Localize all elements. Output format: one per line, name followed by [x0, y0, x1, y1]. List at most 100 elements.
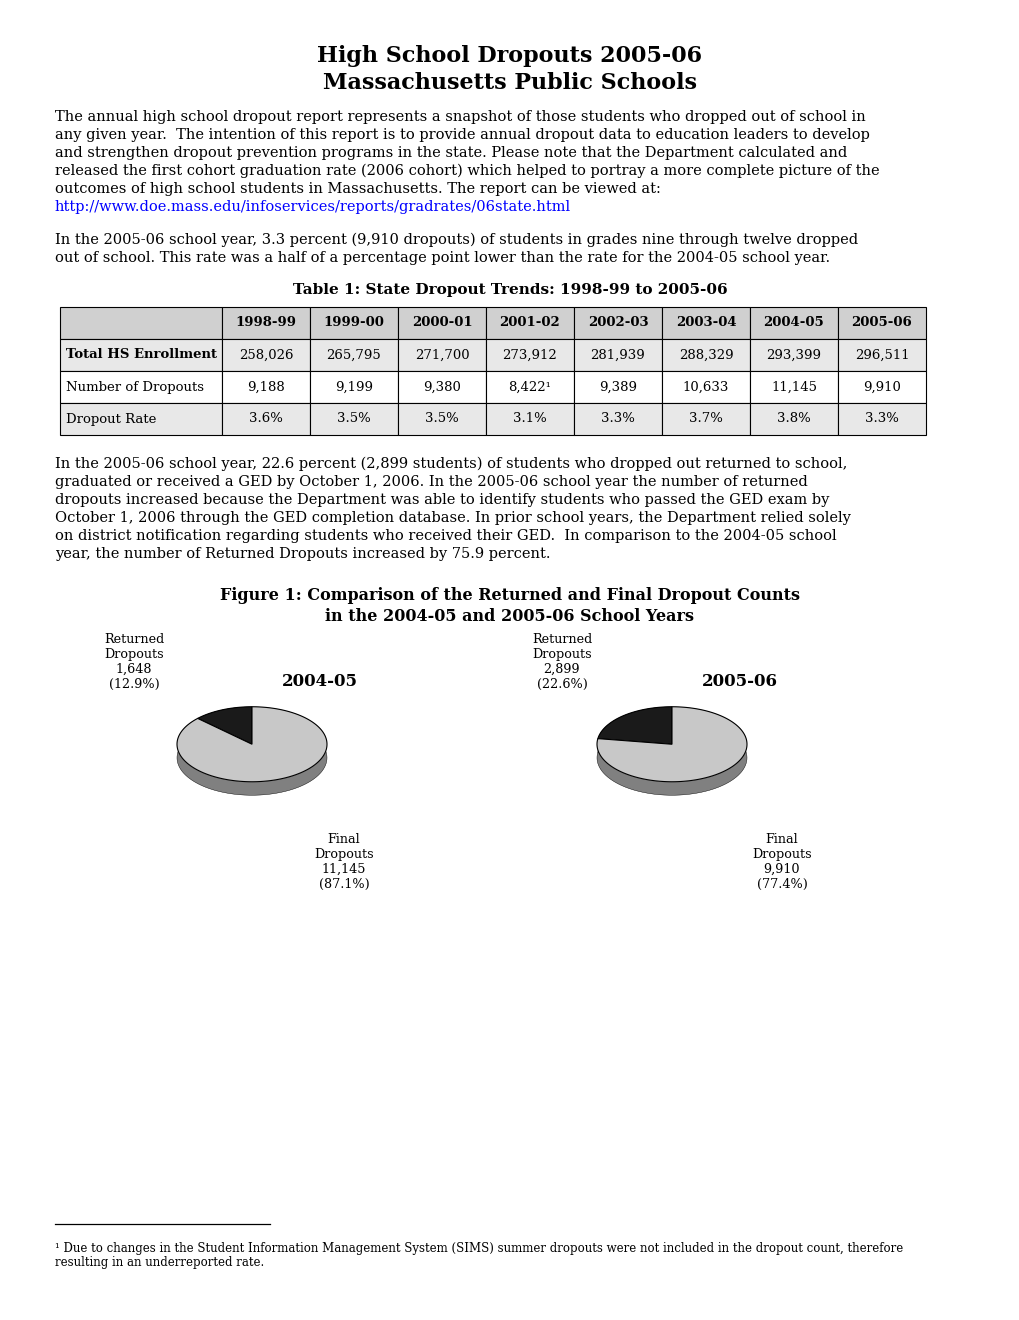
- Polygon shape: [177, 706, 327, 795]
- Bar: [485, 308, 574, 339]
- Bar: [661, 308, 749, 339]
- Polygon shape: [597, 706, 672, 752]
- Text: In the 2005-06 school year, 22.6 percent (2,899 students) of students who droppe: In the 2005-06 school year, 22.6 percent…: [55, 457, 847, 471]
- Text: 3.3%: 3.3%: [600, 412, 634, 425]
- Text: 2004-05: 2004-05: [763, 317, 823, 330]
- Bar: [661, 339, 749, 371]
- Bar: [749, 308, 838, 339]
- Text: High School Dropouts 2005-06: High School Dropouts 2005-06: [317, 45, 702, 67]
- Text: 2005-06: 2005-06: [851, 317, 911, 330]
- Text: 3.6%: 3.6%: [249, 412, 282, 425]
- Text: Table 1: State Dropout Trends: 1998-99 to 2005-06: Table 1: State Dropout Trends: 1998-99 t…: [292, 282, 727, 297]
- Text: ¹ Due to changes in the Student Information Management System (SIMS) summer drop: ¹ Due to changes in the Student Informat…: [55, 1242, 903, 1255]
- Bar: [397, 371, 485, 403]
- Text: 271,700: 271,700: [415, 348, 469, 362]
- Bar: [60, 308, 222, 339]
- Text: 2003-04: 2003-04: [675, 317, 736, 330]
- Bar: [397, 308, 485, 339]
- Text: Massachusetts Public Schools: Massachusetts Public Schools: [323, 73, 696, 94]
- Text: Final
Dropouts
9,910
(77.4%): Final Dropouts 9,910 (77.4%): [751, 833, 811, 891]
- Text: Total HS Enrollment: Total HS Enrollment: [66, 348, 217, 362]
- Text: 9,910: 9,910: [862, 380, 900, 393]
- Bar: [485, 403, 574, 436]
- Text: 265,795: 265,795: [326, 348, 381, 362]
- Text: 3.3%: 3.3%: [864, 412, 898, 425]
- Text: 288,329: 288,329: [678, 348, 733, 362]
- Bar: [60, 339, 222, 371]
- Bar: [310, 403, 397, 436]
- Bar: [574, 403, 661, 436]
- Text: 293,399: 293,399: [765, 348, 820, 362]
- Bar: [661, 403, 749, 436]
- Text: 281,939: 281,939: [590, 348, 645, 362]
- Bar: [838, 403, 925, 436]
- Polygon shape: [596, 706, 746, 781]
- Text: October 1, 2006 through the GED completion database. In prior school years, the : October 1, 2006 through the GED completi…: [55, 511, 850, 525]
- Text: 296,511: 296,511: [854, 348, 908, 362]
- Text: 3.8%: 3.8%: [776, 412, 810, 425]
- Text: resulting in an underreported rate.: resulting in an underreported rate.: [55, 1257, 264, 1269]
- Bar: [222, 339, 310, 371]
- Text: Figure 1: Comparison of the Returned and Final Dropout Counts: Figure 1: Comparison of the Returned and…: [220, 587, 799, 605]
- Text: 2004-05: 2004-05: [281, 673, 358, 690]
- Text: 273,912: 273,912: [502, 348, 556, 362]
- Polygon shape: [198, 706, 252, 744]
- Text: 11,145: 11,145: [770, 380, 816, 393]
- Polygon shape: [597, 706, 672, 744]
- Text: in the 2004-05 and 2005-06 School Years: in the 2004-05 and 2005-06 School Years: [325, 609, 694, 624]
- Text: In the 2005-06 school year, 3.3 percent (9,910 dropouts) of students in grades n: In the 2005-06 school year, 3.3 percent …: [55, 234, 857, 247]
- Text: any given year.  The intention of this report is to provide annual dropout data : any given year. The intention of this re…: [55, 128, 869, 143]
- Bar: [838, 339, 925, 371]
- Text: 2005-06: 2005-06: [701, 673, 777, 690]
- Bar: [838, 371, 925, 403]
- Text: 2000-01: 2000-01: [412, 317, 472, 330]
- Text: Number of Dropouts: Number of Dropouts: [66, 380, 204, 393]
- Text: on district notification regarding students who received their GED.  In comparis: on district notification regarding stude…: [55, 529, 836, 543]
- Bar: [60, 403, 222, 436]
- Bar: [60, 371, 222, 403]
- Text: 9,380: 9,380: [423, 380, 461, 393]
- Bar: [310, 339, 397, 371]
- Text: 10,633: 10,633: [682, 380, 729, 393]
- Bar: [838, 308, 925, 339]
- Text: Returned
Dropouts
2,899
(22.6%): Returned Dropouts 2,899 (22.6%): [531, 634, 592, 690]
- Bar: [397, 339, 485, 371]
- Text: 258,026: 258,026: [238, 348, 293, 362]
- Text: and strengthen dropout prevention programs in the state. Please note that the De: and strengthen dropout prevention progra…: [55, 147, 847, 160]
- Polygon shape: [177, 706, 327, 781]
- Text: Returned
Dropouts
1,648
(12.9%): Returned Dropouts 1,648 (12.9%): [104, 634, 164, 690]
- Text: 2001-02: 2001-02: [499, 317, 559, 330]
- Text: year, the number of Returned Dropouts increased by 75.9 percent.: year, the number of Returned Dropouts in…: [55, 546, 550, 561]
- Bar: [485, 339, 574, 371]
- Text: 8,422¹: 8,422¹: [508, 380, 551, 393]
- Bar: [574, 308, 661, 339]
- Text: http://www.doe.mass.edu/infoservices/reports/gradrates/06state.html: http://www.doe.mass.edu/infoservices/rep…: [55, 201, 571, 214]
- Text: 9,199: 9,199: [334, 380, 373, 393]
- Text: Dropout Rate: Dropout Rate: [66, 412, 156, 425]
- Bar: [749, 403, 838, 436]
- Text: 9,188: 9,188: [247, 380, 284, 393]
- Text: dropouts increased because the Department was able to identify students who pass: dropouts increased because the Departmen…: [55, 492, 828, 507]
- Text: outcomes of high school students in Massachusetts. The report can be viewed at:: outcomes of high school students in Mass…: [55, 182, 660, 195]
- Text: out of school. This rate was a half of a percentage point lower than the rate fo: out of school. This rate was a half of a…: [55, 251, 829, 265]
- Bar: [222, 371, 310, 403]
- Bar: [574, 339, 661, 371]
- Text: released the first cohort graduation rate (2006 cohort) which helped to portray : released the first cohort graduation rat…: [55, 164, 878, 178]
- Polygon shape: [596, 706, 746, 795]
- Text: graduated or received a GED by October 1, 2006. In the 2005-06 school year the n: graduated or received a GED by October 1…: [55, 475, 807, 488]
- Text: 3.7%: 3.7%: [689, 412, 722, 425]
- Bar: [574, 371, 661, 403]
- Text: 3.5%: 3.5%: [337, 412, 371, 425]
- Bar: [397, 403, 485, 436]
- Bar: [222, 403, 310, 436]
- Bar: [310, 308, 397, 339]
- Bar: [749, 371, 838, 403]
- Bar: [310, 371, 397, 403]
- Text: 2002-03: 2002-03: [587, 317, 648, 330]
- Text: The annual high school dropout report represents a snapshot of those students wh: The annual high school dropout report re…: [55, 110, 865, 124]
- Polygon shape: [198, 706, 252, 731]
- Text: 1999-00: 1999-00: [323, 317, 384, 330]
- Bar: [661, 371, 749, 403]
- Bar: [222, 308, 310, 339]
- Bar: [485, 371, 574, 403]
